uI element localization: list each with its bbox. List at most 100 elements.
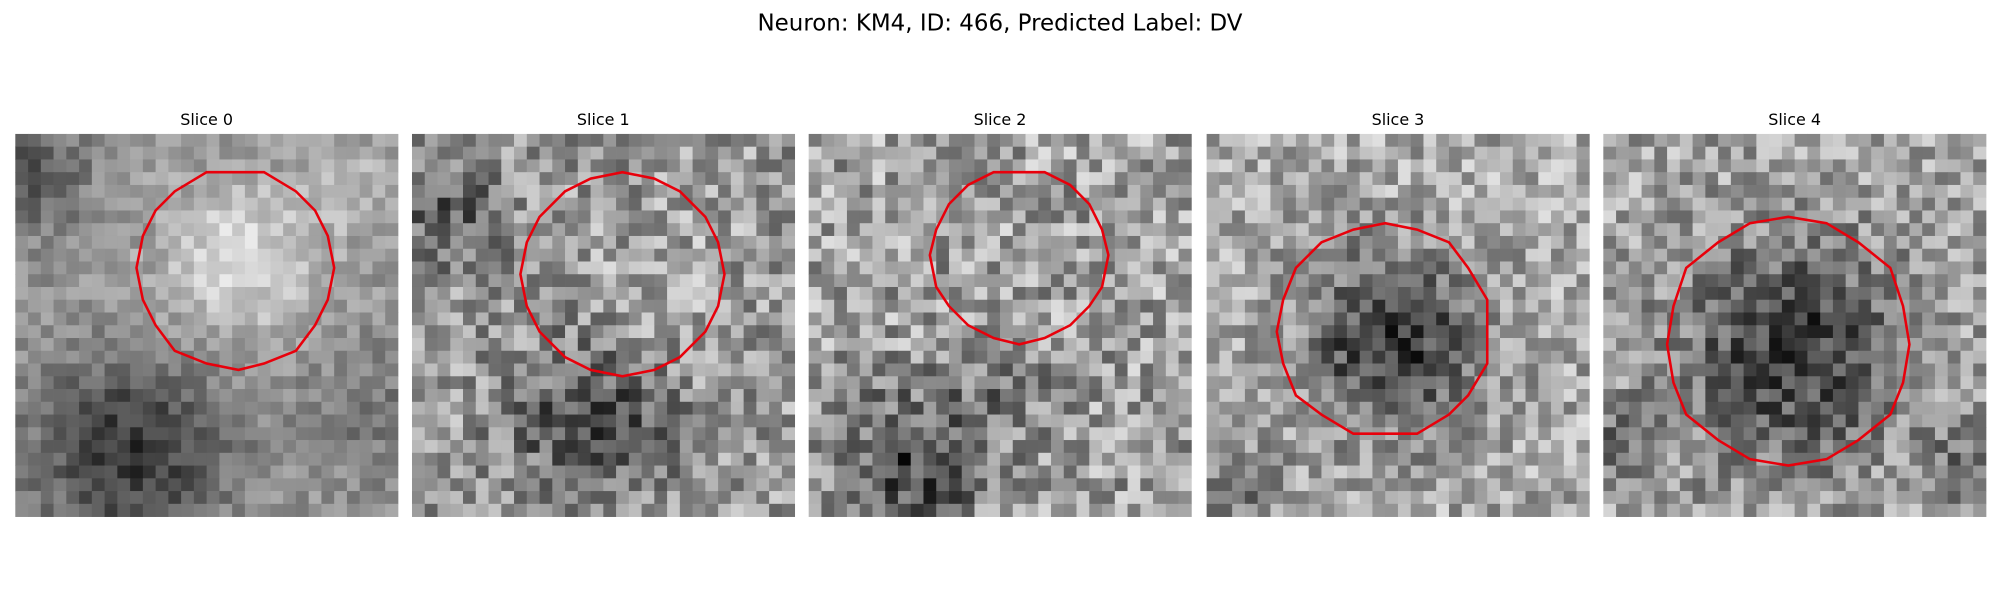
pixel bbox=[359, 427, 373, 441]
pixel bbox=[1153, 363, 1167, 377]
pixel bbox=[117, 376, 131, 390]
pixel bbox=[1153, 235, 1167, 250]
pixel bbox=[1718, 325, 1732, 339]
pixel bbox=[334, 440, 348, 454]
pixel bbox=[539, 491, 553, 505]
pixel bbox=[1474, 414, 1488, 428]
pixel bbox=[15, 465, 29, 479]
pixel bbox=[1308, 146, 1322, 160]
pixel bbox=[1563, 363, 1577, 377]
pixel bbox=[1538, 261, 1552, 275]
pixel bbox=[53, 172, 67, 186]
pixel bbox=[155, 389, 169, 403]
pixel bbox=[1832, 159, 1847, 173]
pixel bbox=[1960, 146, 1974, 160]
pixel bbox=[372, 363, 386, 377]
pixel bbox=[577, 440, 591, 454]
pixel bbox=[1397, 491, 1412, 505]
pixel bbox=[1705, 286, 1719, 301]
pixel bbox=[1896, 427, 1910, 441]
pixel bbox=[501, 261, 515, 275]
pixel bbox=[1076, 210, 1090, 224]
pixel bbox=[1257, 491, 1271, 505]
pixel bbox=[1114, 248, 1128, 262]
pixel bbox=[475, 491, 489, 505]
pixel bbox=[463, 286, 477, 301]
pixel bbox=[897, 261, 912, 275]
pixel bbox=[28, 452, 42, 466]
pixel bbox=[1051, 223, 1065, 237]
pixel bbox=[295, 376, 310, 390]
pixel bbox=[1603, 299, 1617, 313]
pixel bbox=[244, 261, 259, 275]
pixel bbox=[1436, 172, 1450, 186]
pixel bbox=[1858, 210, 1872, 224]
pixel bbox=[667, 338, 681, 352]
pixel bbox=[1206, 350, 1220, 364]
pixel bbox=[1000, 503, 1014, 517]
pixel bbox=[155, 440, 169, 454]
pixel bbox=[1909, 491, 1923, 505]
pixel bbox=[244, 414, 259, 428]
pixel bbox=[1781, 338, 1796, 352]
pixel bbox=[1576, 376, 1590, 390]
pixel bbox=[1487, 184, 1501, 199]
pixel bbox=[718, 376, 732, 390]
pixel bbox=[705, 465, 719, 479]
pixel bbox=[948, 274, 963, 288]
pixel bbox=[142, 503, 156, 517]
pixel bbox=[424, 401, 438, 415]
pixel bbox=[1436, 261, 1450, 275]
pixel bbox=[616, 491, 630, 505]
pixel bbox=[1807, 376, 1821, 390]
pixel bbox=[1512, 312, 1526, 326]
pixel bbox=[1397, 376, 1412, 390]
pixel bbox=[1219, 465, 1233, 479]
pixel bbox=[1718, 350, 1732, 364]
pixel bbox=[1641, 248, 1655, 262]
pixel bbox=[488, 401, 502, 415]
pixel bbox=[1973, 465, 1987, 479]
pixel bbox=[769, 261, 783, 275]
pixel bbox=[244, 325, 259, 339]
pixel bbox=[91, 159, 105, 173]
pixel bbox=[1628, 261, 1642, 275]
pixel bbox=[718, 235, 732, 250]
pixel bbox=[1244, 235, 1259, 250]
pixel bbox=[79, 223, 93, 237]
pixel bbox=[1730, 133, 1745, 148]
pixel bbox=[1730, 350, 1745, 364]
pixel bbox=[1538, 312, 1552, 326]
pixel bbox=[1730, 452, 1745, 466]
pixel bbox=[1769, 197, 1783, 211]
pixel bbox=[168, 350, 182, 364]
pixel bbox=[1756, 465, 1770, 479]
pixel bbox=[1063, 440, 1077, 454]
pixel bbox=[40, 478, 54, 492]
pixel bbox=[1308, 414, 1322, 428]
pixel bbox=[1270, 312, 1284, 326]
pixel bbox=[463, 452, 477, 466]
pixel bbox=[756, 146, 770, 160]
pixel bbox=[1372, 491, 1386, 505]
pixel bbox=[1089, 389, 1103, 403]
pixel bbox=[1871, 286, 1885, 301]
pixel bbox=[308, 235, 322, 250]
pixel bbox=[577, 299, 591, 313]
pixel bbox=[1140, 338, 1154, 352]
pixel bbox=[1692, 146, 1706, 160]
pixel bbox=[142, 286, 156, 301]
pixel bbox=[53, 452, 67, 466]
pixel bbox=[1436, 133, 1450, 148]
pixel bbox=[743, 491, 757, 505]
pixel bbox=[1781, 159, 1796, 173]
pixel bbox=[1871, 363, 1885, 377]
pixel bbox=[1832, 299, 1847, 313]
pixel bbox=[667, 427, 681, 441]
pixel bbox=[1512, 338, 1526, 352]
pixel bbox=[168, 235, 182, 250]
pixel bbox=[1845, 465, 1859, 479]
pixel bbox=[91, 274, 105, 288]
pixel bbox=[1283, 503, 1297, 517]
pixel bbox=[1934, 159, 1949, 173]
